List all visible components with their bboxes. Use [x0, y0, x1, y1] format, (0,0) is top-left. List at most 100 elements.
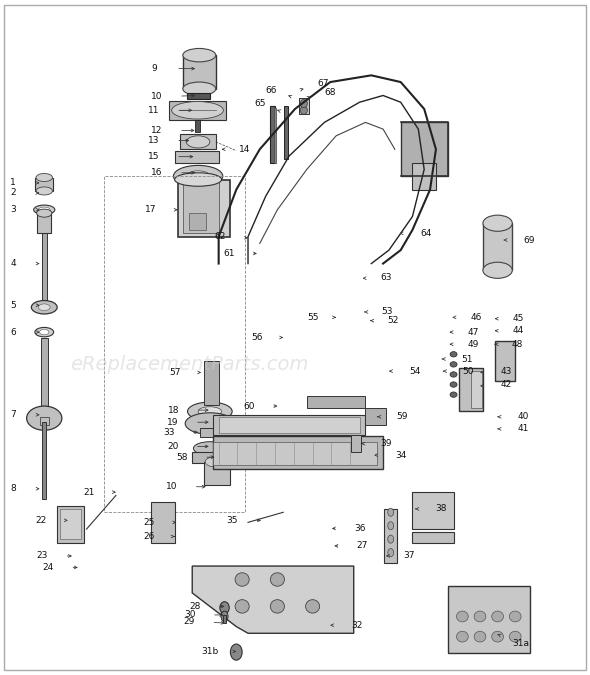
Text: 48: 48 — [512, 340, 523, 349]
Ellipse shape — [185, 413, 234, 434]
Text: 67: 67 — [317, 79, 329, 88]
Ellipse shape — [235, 599, 249, 613]
Ellipse shape — [483, 215, 512, 232]
Bar — [60, 509, 81, 539]
Bar — [483, 223, 512, 270]
Bar — [40, 417, 49, 425]
Ellipse shape — [270, 573, 284, 586]
Bar — [35, 178, 53, 191]
Bar — [57, 506, 84, 543]
Bar — [187, 93, 211, 99]
Bar — [42, 421, 46, 499]
Bar — [274, 107, 276, 163]
Text: 34: 34 — [395, 451, 407, 460]
Text: 54: 54 — [409, 367, 421, 375]
Text: 44: 44 — [513, 326, 524, 335]
Ellipse shape — [306, 599, 320, 613]
Bar — [183, 55, 216, 89]
Bar — [412, 492, 454, 529]
Ellipse shape — [35, 327, 54, 337]
Bar — [219, 417, 359, 433]
Text: 40: 40 — [517, 412, 529, 421]
Bar — [213, 436, 383, 468]
Text: 50: 50 — [463, 367, 474, 375]
Ellipse shape — [38, 304, 50, 310]
Ellipse shape — [37, 209, 52, 217]
Text: 7: 7 — [10, 410, 16, 419]
Ellipse shape — [300, 99, 307, 107]
Text: 29: 29 — [183, 617, 195, 626]
Text: 56: 56 — [251, 333, 263, 342]
Ellipse shape — [450, 382, 457, 387]
Bar — [213, 441, 377, 465]
Bar — [175, 151, 219, 163]
Bar — [195, 120, 200, 132]
Bar — [192, 452, 228, 462]
Ellipse shape — [457, 631, 468, 642]
Ellipse shape — [220, 601, 230, 614]
Bar — [471, 371, 482, 408]
Bar — [42, 217, 47, 300]
Text: 64: 64 — [420, 229, 432, 238]
Text: 62: 62 — [215, 232, 226, 241]
Bar — [223, 615, 227, 623]
Bar — [412, 163, 436, 190]
Bar — [351, 435, 361, 452]
Text: 36: 36 — [354, 524, 365, 533]
Text: 43: 43 — [501, 367, 512, 375]
Ellipse shape — [186, 171, 210, 182]
Text: 15: 15 — [148, 152, 160, 161]
Text: 68: 68 — [324, 88, 336, 97]
Text: 27: 27 — [357, 541, 368, 550]
Ellipse shape — [450, 372, 457, 377]
Text: 41: 41 — [517, 425, 529, 433]
Ellipse shape — [474, 611, 486, 622]
Ellipse shape — [36, 173, 53, 182]
Ellipse shape — [194, 441, 227, 455]
Text: 13: 13 — [148, 136, 160, 145]
Ellipse shape — [450, 352, 457, 357]
Bar — [204, 361, 219, 405]
Ellipse shape — [388, 549, 394, 557]
Text: 39: 39 — [381, 439, 392, 448]
Ellipse shape — [450, 392, 457, 398]
Ellipse shape — [27, 406, 62, 430]
Ellipse shape — [188, 402, 232, 421]
Bar — [494, 341, 515, 381]
Ellipse shape — [491, 611, 503, 622]
Text: 5: 5 — [10, 301, 16, 310]
Ellipse shape — [300, 106, 307, 114]
Text: 17: 17 — [145, 205, 157, 214]
Text: 6: 6 — [10, 327, 16, 337]
Text: eReplacementParts.com: eReplacementParts.com — [70, 355, 309, 374]
Polygon shape — [192, 566, 354, 633]
Text: 53: 53 — [381, 307, 392, 317]
Ellipse shape — [388, 522, 394, 530]
Text: 35: 35 — [227, 516, 238, 525]
Text: 47: 47 — [467, 327, 478, 337]
Text: 61: 61 — [224, 249, 235, 258]
Text: 3: 3 — [10, 205, 16, 214]
Text: 37: 37 — [404, 551, 415, 560]
Bar — [151, 502, 175, 543]
Bar — [181, 134, 216, 149]
Text: 26: 26 — [144, 532, 155, 541]
Text: 28: 28 — [189, 602, 201, 611]
Bar — [178, 180, 231, 237]
Text: 4: 4 — [10, 259, 16, 268]
Ellipse shape — [450, 362, 457, 367]
Text: 18: 18 — [168, 406, 180, 414]
Ellipse shape — [40, 329, 49, 335]
Text: 52: 52 — [388, 316, 399, 325]
Bar — [284, 105, 288, 159]
Bar — [365, 408, 386, 425]
Text: 38: 38 — [435, 504, 447, 514]
Bar — [448, 586, 530, 653]
Bar — [412, 533, 454, 543]
Bar — [460, 368, 483, 412]
Text: 59: 59 — [396, 412, 408, 421]
Text: 16: 16 — [151, 168, 163, 178]
Text: 24: 24 — [42, 563, 54, 572]
Text: 9: 9 — [151, 64, 157, 73]
Text: 31b: 31b — [201, 647, 218, 656]
